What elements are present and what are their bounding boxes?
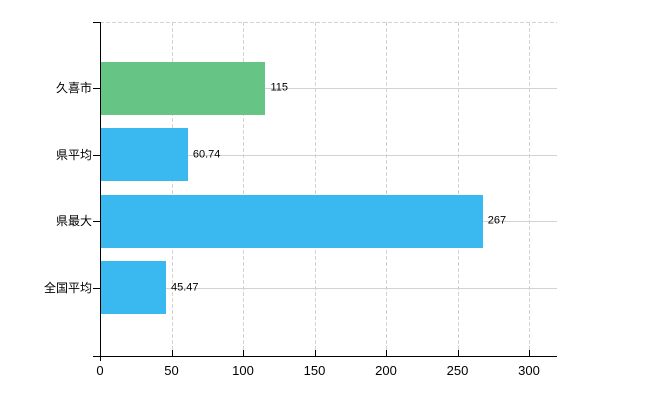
gridline-vertical [314, 22, 316, 356]
gridline-vertical [529, 22, 530, 356]
bar [101, 261, 167, 314]
value-label: 60.74 [192, 148, 221, 160]
gridline-vertical [457, 22, 459, 356]
x-axis-tick [386, 350, 387, 356]
bar [101, 61, 266, 115]
value-label: 115 [270, 81, 288, 94]
x-axis-tick [171, 350, 173, 356]
gridline-vertical [243, 22, 244, 356]
y-axis-tick [93, 287, 100, 289]
gridline-horizontal [100, 154, 557, 156]
y-axis-tick [93, 22, 100, 23]
x-axis-tick [529, 350, 530, 356]
x-tick-label: 100 [232, 363, 254, 378]
category-label: 県平均 [55, 147, 92, 162]
bar [101, 128, 188, 181]
x-axis-tick [243, 350, 244, 356]
x-tick-label: 0 [96, 363, 104, 378]
x-tick-label: 300 [518, 363, 540, 378]
x-axis-tick [457, 350, 459, 356]
y-axis-tick [93, 221, 100, 222]
category-label: 久喜市 [55, 81, 92, 95]
plot-top-border [100, 22, 557, 23]
gridline-horizontal [100, 287, 557, 289]
y-axis-tick [93, 154, 100, 156]
y-axis-tick [93, 88, 100, 89]
y-axis [100, 22, 101, 361]
category-label: 全国平均 [43, 280, 92, 295]
x-axis [93, 356, 557, 357]
bar [101, 194, 483, 248]
x-tick-label: 250 [446, 363, 469, 378]
value-label: 45.47 [171, 281, 199, 293]
x-tick-label: 50 [164, 363, 179, 378]
gridline-vertical [386, 22, 387, 356]
x-tick-label: 200 [375, 363, 397, 378]
x-axis-tick [314, 350, 316, 356]
gridline-vertical [171, 22, 173, 356]
category-label: 県最大 [55, 214, 92, 228]
x-tick-label: 150 [303, 363, 326, 378]
gridline-horizontal [100, 88, 557, 89]
value-label: 267 [487, 214, 507, 227]
x-axis-tick [100, 350, 101, 356]
